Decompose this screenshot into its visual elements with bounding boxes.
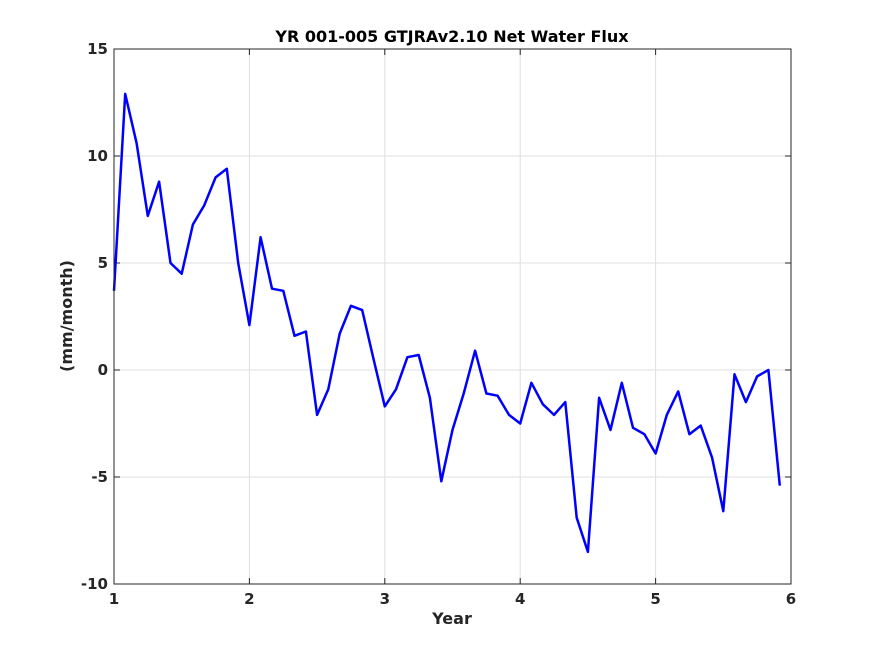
- y-axis-label: (mm/month): [57, 260, 76, 372]
- plot-background: [114, 49, 791, 584]
- plot-frame: [113, 48, 792, 585]
- y-tick-label: 5: [98, 254, 108, 272]
- y-tick-labels: -10 -5 0 5 10 15: [81, 40, 108, 593]
- y-tick-label: 0: [98, 361, 108, 379]
- x-tick-label: 3: [380, 590, 390, 608]
- y-tick-label: -10: [81, 575, 108, 593]
- x-axis-label: Year: [431, 609, 472, 628]
- y-tick-label: 15: [87, 40, 108, 58]
- x-tick-label: 1: [109, 590, 119, 608]
- y-tick-label: -5: [91, 468, 108, 486]
- x-tick-label: 4: [515, 590, 525, 608]
- y-tick-label: 10: [87, 147, 108, 165]
- chart-title: YR 001-005 GTJRAv2.10 Net Water Flux: [274, 27, 629, 46]
- x-tick-label: 2: [244, 590, 254, 608]
- data-series-line: [112, 92, 782, 554]
- x-tick-label: 6: [786, 590, 796, 608]
- x-tick-label: 5: [650, 590, 660, 608]
- x-tick-labels: 1 2 3 4 5 6: [109, 590, 796, 608]
